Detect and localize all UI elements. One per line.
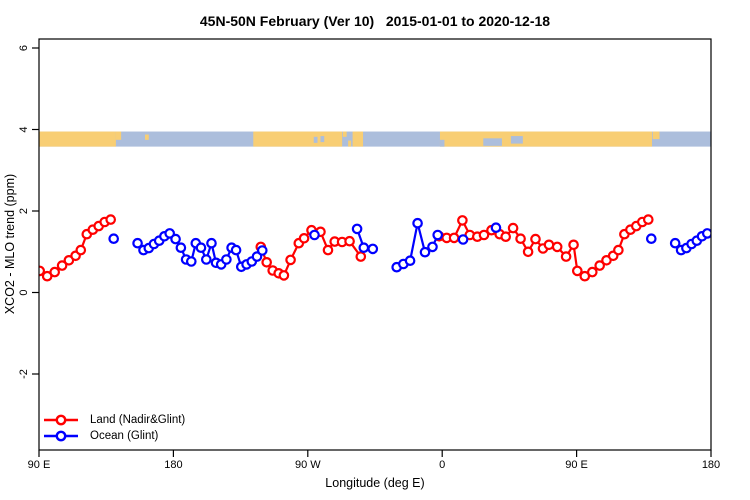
data-point [404, 255, 416, 266]
legend-item-ocean: Ocean (Glint) [43, 428, 185, 444]
data-point [560, 251, 572, 262]
y-tick-label: -2 [18, 369, 30, 379]
x-axis-label: Longitude (deg E) [325, 476, 425, 490]
data-point [594, 260, 605, 271]
data-point [49, 266, 60, 278]
map-band-detail [342, 131, 347, 137]
data-point [568, 239, 579, 251]
legend-label-ocean: Ocean (Glint) [90, 430, 159, 442]
data-point [278, 270, 290, 281]
data-point [351, 223, 363, 235]
legend-item-land: Land (Nadir&Glint) [43, 412, 185, 428]
data-point [221, 254, 232, 265]
data-point [132, 237, 143, 249]
y-tick-label: 6 [18, 45, 30, 51]
ocean-series-marker [44, 430, 78, 442]
data-point [586, 266, 598, 278]
x-tick-label: 0 [439, 459, 445, 471]
data-point [571, 265, 583, 277]
chart-title: 45N-50N February (Ver 10) 2015-01-01 to … [199, 13, 551, 29]
map-band-detail [348, 140, 352, 147]
plot-inner [39, 131, 711, 282]
map-band-detail [439, 139, 445, 147]
data-point [206, 237, 217, 249]
map-band-detail [483, 138, 502, 146]
map-band-detail [115, 131, 122, 140]
map-band-land-segment [439, 131, 653, 147]
map-band-detail [313, 136, 318, 143]
y-axis-label: XCO2 - MLO trend (ppm) [3, 173, 17, 315]
data-point [645, 233, 657, 244]
data-point [261, 256, 272, 268]
data-point [355, 251, 367, 262]
data-point [478, 229, 490, 241]
data-point [39, 265, 45, 277]
map-band-detail [510, 136, 523, 144]
land-series-marker [44, 414, 78, 426]
series-land [39, 214, 654, 282]
data-point [427, 241, 438, 253]
data-point [669, 237, 681, 249]
data-point [230, 244, 242, 256]
map-band-land-segment [253, 131, 343, 147]
data-point [344, 235, 355, 247]
data-point [457, 234, 469, 245]
map-band-land-segment [39, 131, 116, 147]
data-point [367, 243, 379, 255]
x-tick-label: 90 E [565, 459, 588, 471]
data-point [256, 245, 268, 256]
data-point [195, 242, 207, 253]
data-point [56, 260, 68, 271]
data-point [543, 239, 555, 251]
data-point [358, 242, 370, 253]
legend: Land (Nadir&Glint) Ocean (Glint) [43, 412, 185, 444]
data-point [457, 215, 468, 226]
data-point [613, 244, 624, 256]
data-point [702, 228, 711, 239]
x-tick-label: 180 [164, 459, 182, 471]
data-point [75, 244, 87, 256]
map-band-detail [320, 136, 325, 143]
y-tick-label: 4 [18, 126, 30, 132]
data-point [285, 254, 296, 266]
map-band-land-segment [352, 131, 364, 147]
plot-box [38, 38, 712, 451]
x-tick-label: 90 E [28, 459, 51, 471]
data-point [322, 244, 334, 256]
map-band [39, 131, 711, 147]
data-point [490, 222, 502, 233]
axes: 90 E 180 90 W 0 90 E 180 6 4 2 0 -2 [18, 38, 720, 471]
data-point [419, 246, 431, 258]
data-point [432, 229, 443, 241]
data-point [105, 214, 116, 225]
data-point [298, 233, 310, 244]
data-point [448, 232, 460, 244]
map-band-detail [652, 131, 660, 140]
data-point [108, 233, 119, 244]
map-band-detail [145, 134, 149, 140]
y-tick-label: 0 [18, 289, 30, 295]
legend-label-land: Land (Nadir&Glint) [90, 414, 186, 426]
data-point [642, 214, 654, 225]
data-point [507, 222, 519, 234]
data-point [309, 229, 320, 241]
data-point [515, 233, 526, 244]
x-tick-label: 90 W [295, 459, 321, 471]
data-point [186, 256, 197, 267]
y-tick-label: 2 [18, 208, 30, 214]
data-point [170, 233, 181, 245]
x-tick-label: 180 [702, 459, 720, 471]
data-point [522, 246, 534, 258]
series-ocean [108, 217, 711, 273]
data-point [412, 217, 423, 229]
data-point [530, 233, 541, 245]
data-point [500, 231, 511, 242]
data-point [551, 241, 563, 253]
data-point [201, 254, 212, 265]
data-point [175, 242, 187, 253]
